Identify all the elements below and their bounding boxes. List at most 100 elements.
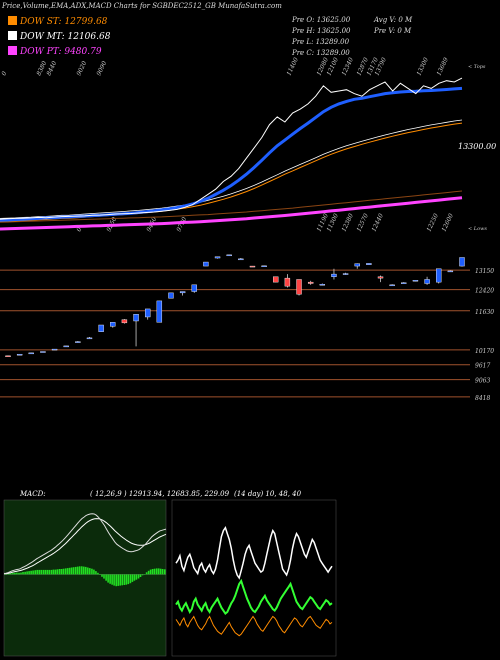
level-label-3: 10170 [475, 348, 494, 355]
macd-hist-bar-34 [72, 567, 75, 575]
macd-hist-bar-17 [38, 569, 41, 575]
macd-hist-bar-70 [145, 572, 148, 575]
candle-body-12 [144, 308, 151, 318]
macd-hist-bar-15 [34, 570, 37, 575]
macd-hist-bar-43 [91, 568, 93, 575]
macd-hist-bar-73 [151, 569, 154, 575]
macd-hist-bar-75 [155, 568, 158, 575]
macd-hist-bar-16 [36, 569, 39, 575]
candle-body-32 [377, 276, 384, 279]
macd-hist-bar-48 [101, 574, 103, 577]
candle-body-10 [121, 319, 128, 324]
candle-body-33 [389, 284, 395, 287]
level-label-2: 11630 [475, 309, 494, 316]
legend-dow-pt: DOW PT: 9480.79 [8, 46, 102, 57]
macd-hist-bar-60 [125, 574, 128, 585]
candle-body-21 [249, 265, 256, 268]
macd-hist-bar-11 [26, 571, 28, 575]
macd-hist-bar-29 [62, 568, 65, 575]
candle-body-39 [459, 257, 465, 267]
macd-hist-bar-67 [139, 574, 142, 577]
level-label-4: 9617 [475, 363, 490, 370]
macd-hist-bar-8 [20, 572, 22, 575]
dow-pt-magenta-line [0, 196, 463, 231]
macd-hist-bar-12 [28, 571, 30, 575]
macd-hist-bar-44 [93, 569, 95, 575]
macd-hist-bar-33 [70, 567, 73, 575]
macd-hist-bar-62 [129, 574, 132, 584]
ohlc-high: Pre H: 13625.00 [292, 27, 351, 35]
candle-body-25 [296, 279, 302, 295]
macd-signal-line [3, 518, 167, 575]
macd-hist-bar-61 [127, 574, 130, 585]
candle-body-17 [203, 261, 209, 267]
macd-hist-bar-69 [143, 574, 146, 575]
macd-hist-bar-14 [32, 570, 34, 575]
macd-hist-bar-30 [64, 568, 67, 575]
macd-hist-bar-6 [16, 572, 18, 575]
macd-hist-bar-23 [50, 569, 53, 575]
macd-hist-bar-49 [103, 574, 105, 579]
candle-body-28 [331, 273, 337, 277]
candle-body-35 [412, 280, 419, 282]
macd-hist-bar-18 [40, 569, 43, 575]
candle-body-15 [179, 291, 186, 294]
macd-hist-bar-32 [68, 567, 71, 575]
legend-dow-st: DOW ST: 12799.68 [8, 16, 107, 27]
macd-hist-bar-7 [18, 572, 20, 575]
macd-hist-bar-26 [56, 569, 59, 575]
candle-body-22 [261, 265, 267, 268]
macd-hist-bar-10 [24, 571, 26, 575]
bottom-tick-0: 0 [75, 226, 83, 233]
candle-body-9 [110, 322, 116, 327]
macd-hist-bar-25 [54, 569, 57, 575]
macd-params: ( 12,26,9 ) 12913.94, 12683.85, 229.09 [90, 490, 230, 498]
legend-label-mt: DOW MT: 12106.68 [20, 32, 111, 42]
macd-hist-bar-71 [147, 570, 150, 575]
macd-hist-bar-72 [149, 569, 152, 575]
macd-hist-bar-50 [105, 574, 107, 581]
candle-body-0 [5, 355, 11, 358]
dow-mt-white-line [0, 119, 463, 219]
candle-body-38 [447, 270, 454, 273]
macd-hist-bar-20 [44, 569, 47, 575]
macd-hist-bar-21 [46, 569, 49, 575]
macd-hist-bar-36 [76, 566, 79, 575]
macd-hist-bar-76 [157, 568, 160, 575]
macd-hist-bar-47 [99, 574, 101, 575]
macd-hist-bar-3 [10, 573, 12, 575]
candle-body-4 [51, 348, 58, 351]
prev-volume: Pre V: 0 M [374, 27, 412, 35]
legend-swatch-st [8, 16, 17, 25]
macd-line [3, 513, 167, 574]
macd-hist-bar-42 [89, 568, 91, 575]
legend-label-pt: DOW PT: 9480.79 [20, 47, 102, 57]
macd-hist-bar-27 [58, 569, 61, 575]
level-label-5: 9063 [475, 378, 490, 385]
macd-hist-bar-38 [81, 566, 83, 575]
ohlc-low: Pre L: 13289.00 [292, 38, 350, 46]
macd-hist-bar-1 [6, 574, 8, 575]
macd-hist-bar-28 [60, 569, 63, 575]
candle-body-8 [98, 324, 104, 332]
level-label-6: 8418 [475, 395, 490, 402]
macd-hist-bar-40 [85, 566, 87, 575]
macd-hist-bar-19 [42, 569, 45, 575]
macd-hist-bar-59 [123, 574, 126, 585]
lows-label: < Lows [468, 226, 487, 232]
candle-body-14 [168, 292, 174, 299]
macd-hist-bar-51 [107, 574, 109, 583]
macd-hist-bar-35 [74, 566, 77, 575]
macd-hist-bar-68 [141, 574, 144, 576]
candle-body-26 [307, 281, 314, 284]
macd-hist-bar-5 [14, 572, 16, 575]
avg-volume: Avg V: 0 M [374, 16, 413, 24]
candle-body-27 [319, 284, 326, 286]
macd-hist-bar-13 [30, 570, 32, 575]
macd-hist-bar-52 [109, 574, 111, 584]
macd-hist-bar-45 [95, 571, 97, 575]
candle-body-30 [354, 263, 360, 267]
level-label-1: 12420 [475, 288, 494, 295]
